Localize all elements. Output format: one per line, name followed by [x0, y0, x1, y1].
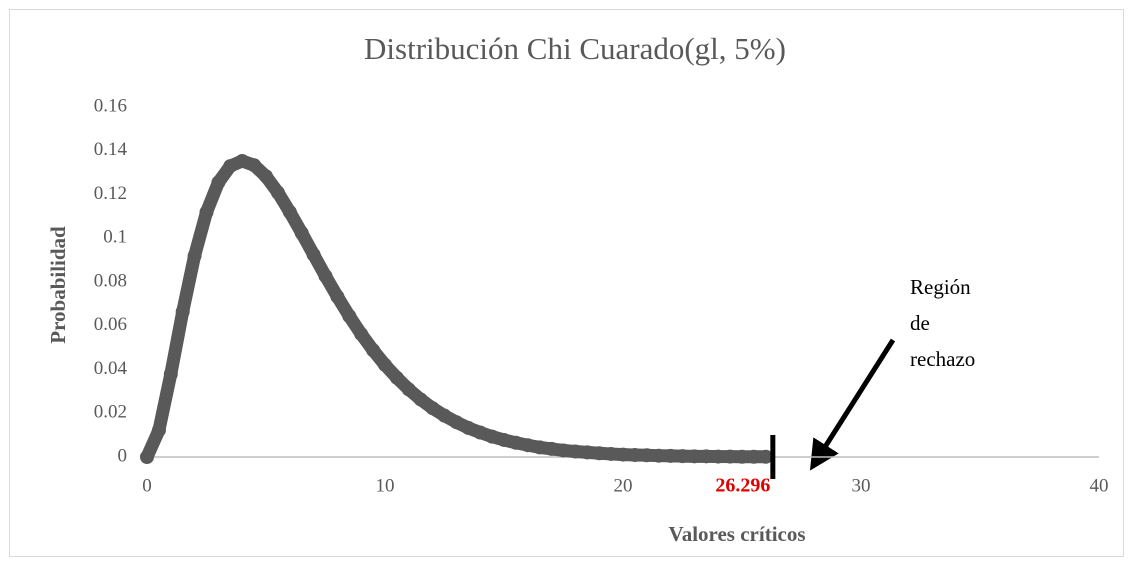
point: [270, 185, 285, 200]
y-tick-label: 0.16: [94, 95, 127, 116]
point: [663, 448, 678, 463]
point: [163, 367, 178, 382]
point: [318, 269, 333, 284]
x-tick-label: 30: [852, 475, 871, 496]
y-tick-label: 0.14: [94, 139, 128, 160]
point: [437, 408, 452, 423]
point: [140, 450, 154, 464]
point: [330, 289, 345, 304]
annotation: Región: [910, 275, 971, 299]
point: [699, 449, 714, 464]
chart-title: Distribución Chi Cuarado(gl, 5%): [364, 31, 786, 66]
point: [187, 248, 202, 263]
point: [520, 438, 535, 453]
point: [378, 357, 392, 372]
y-tick-label: 0.1: [103, 227, 127, 248]
point: [247, 158, 262, 173]
critical-label: 26.296: [715, 475, 770, 497]
point: [627, 448, 642, 463]
point: [366, 343, 381, 358]
point: [461, 420, 476, 435]
point: [223, 159, 238, 174]
point: [544, 441, 559, 456]
point: [294, 226, 309, 240]
point: [401, 382, 416, 397]
point: [568, 444, 583, 459]
annotation: de: [910, 311, 930, 335]
y-tick-label: 0.12: [94, 183, 127, 204]
point: [687, 449, 702, 464]
x-tick-label: 20: [614, 475, 633, 496]
point: [485, 429, 500, 444]
point: [508, 435, 523, 450]
point: [199, 205, 214, 220]
point: [211, 175, 226, 190]
point: [449, 415, 464, 430]
point: [746, 449, 761, 464]
y-tick-label: 0.04: [94, 358, 128, 379]
annotation: rechazo: [910, 347, 975, 371]
point: [413, 392, 428, 407]
point: [354, 327, 369, 342]
y-tick-label: 0.02: [94, 402, 127, 423]
y-axis-label: Probabilidad: [46, 226, 70, 344]
point: [175, 304, 190, 319]
point: [651, 448, 666, 463]
chart-border: [9, 9, 1124, 557]
point: [473, 425, 488, 440]
point: [556, 443, 571, 458]
point: [723, 449, 738, 464]
point: [758, 449, 773, 464]
point: [282, 205, 297, 219]
x-tick-label: 0: [142, 475, 152, 496]
point: [389, 370, 404, 385]
point: [497, 432, 511, 447]
point: [425, 401, 440, 416]
point: [711, 449, 726, 464]
point: [151, 423, 166, 438]
y-tick-label: 0.08: [94, 270, 127, 291]
y-tick-label: 0.06: [94, 314, 127, 335]
point: [592, 446, 607, 461]
y-tick-label: 0: [118, 445, 128, 466]
point: [306, 247, 321, 262]
point: [735, 449, 749, 464]
point: [580, 445, 595, 460]
curve: [141, 154, 766, 464]
x-tick-label: 40: [1090, 475, 1109, 496]
x-axis-label: Valores críticos: [668, 522, 805, 546]
x-tick-label: 10: [376, 475, 395, 496]
point: [639, 448, 654, 463]
point: [532, 440, 547, 455]
point: [675, 449, 690, 464]
point: [259, 169, 273, 184]
point: [342, 309, 357, 324]
point: [235, 154, 250, 169]
arrow: [809, 338, 896, 471]
point: [616, 447, 630, 462]
point: [604, 446, 619, 461]
